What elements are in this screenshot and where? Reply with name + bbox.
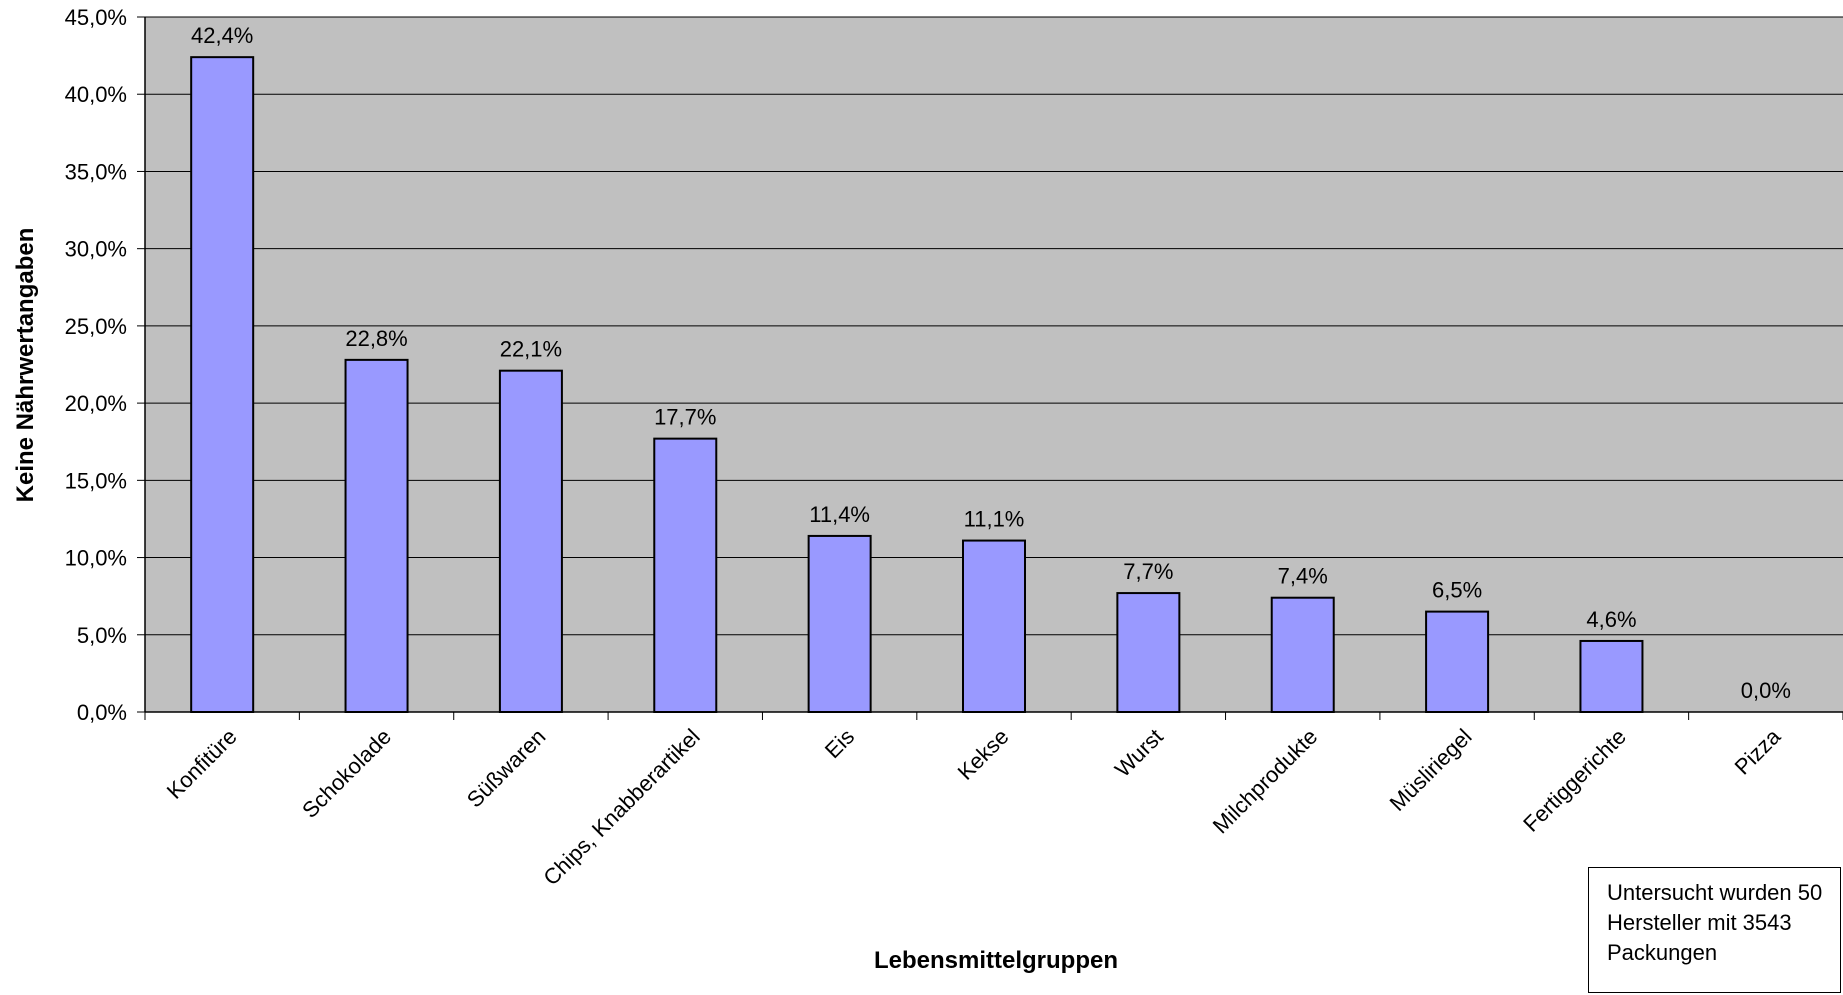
data-label: 0,0% [1741, 678, 1791, 703]
note-line-1: Untersucht wurden 50 [1607, 880, 1823, 905]
y-tick-label: 10,0% [65, 546, 127, 571]
x-tick-label: Eis [820, 724, 859, 763]
bar-5 [807, 534, 872, 714]
x-tick-label: Schokolade [297, 724, 396, 823]
note-line-3: Packungen [1607, 940, 1718, 965]
bar-4 [653, 437, 718, 713]
data-label: 17,7% [654, 405, 716, 430]
data-label: 22,8% [345, 326, 407, 351]
y-tick-label: 20,0% [65, 391, 127, 416]
x-axis-title: Lebensmittelgruppen [874, 947, 1118, 974]
y-tick-label: 15,0% [65, 468, 127, 493]
bar-7 [1116, 592, 1181, 713]
y-tick-label: 0,0% [77, 700, 127, 725]
x-tick-label: Milchprodukte [1208, 724, 1323, 839]
data-label: 22,1% [500, 337, 562, 362]
bar-8 [1270, 596, 1335, 714]
y-tick-label: 30,0% [65, 237, 127, 262]
y-axis-title: Keine Nährwertangaben [12, 228, 39, 503]
bar-3 [498, 369, 563, 713]
y-tick-label: 35,0% [65, 159, 127, 184]
note-line-2: Hersteller mit 3543 [1607, 910, 1792, 935]
x-tick-label: Süßwaren [462, 724, 551, 813]
x-tick-label: Chips, Knabberartikel [538, 724, 704, 890]
bar-6 [962, 539, 1026, 713]
data-label: 6,5% [1432, 578, 1482, 603]
x-tick-label: Konfitüre [162, 724, 242, 804]
data-label: 11,4% [809, 502, 870, 527]
bar-9 [1425, 610, 1490, 713]
data-label: 4,6% [1586, 607, 1636, 632]
bar-2 [344, 358, 409, 713]
y-tick-label: 25,0% [65, 314, 127, 339]
y-tick-label: 5,0% [77, 623, 127, 648]
data-label: 11,1% [964, 507, 1025, 532]
x-tick-label: Müsliriegel [1385, 724, 1477, 816]
data-label: 7,7% [1123, 559, 1173, 584]
y-tick-label: 45,0% [65, 5, 127, 30]
data-label: 42,4% [191, 23, 253, 48]
x-tick-label: Kekse [953, 724, 1014, 785]
data-label: 7,4% [1278, 564, 1328, 589]
bar-10 [1579, 639, 1644, 714]
bar-1 [190, 56, 255, 713]
study-note-box: Untersucht wurden 50 Hersteller mit 3543… [1588, 867, 1841, 993]
y-tick-label: 40,0% [65, 82, 127, 107]
x-tick-label: Pizza [1730, 723, 1786, 779]
x-tick-label: Wurst [1110, 724, 1168, 782]
x-tick-label: Fertiggerichte [1518, 724, 1631, 837]
